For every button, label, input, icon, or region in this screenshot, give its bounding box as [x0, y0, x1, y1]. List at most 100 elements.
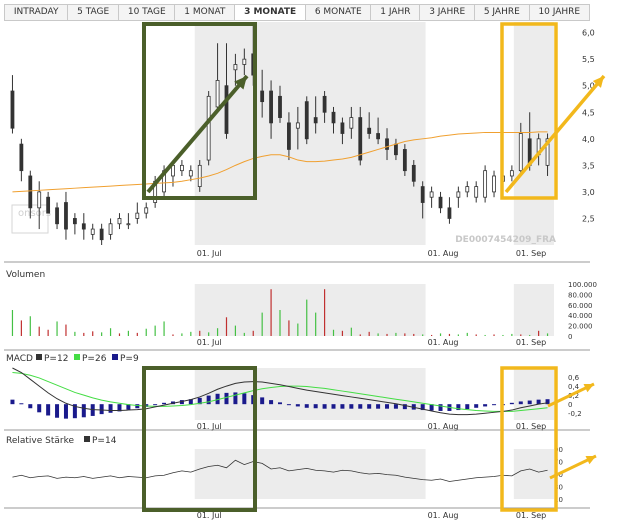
green-highlight-box — [142, 366, 257, 512]
candle-body — [188, 170, 193, 177]
macd-histogram-bar — [135, 404, 140, 409]
macd-x-tick: 01. Jul — [197, 422, 222, 431]
tab-10-tage[interactable]: 10 TAGE — [119, 5, 176, 20]
candle-body — [180, 164, 184, 172]
candle-body — [72, 218, 77, 225]
green-highlight-box — [142, 22, 257, 200]
macd-histogram-bar — [527, 400, 532, 405]
rsi-y-tick: 70 — [554, 459, 563, 467]
macd-histogram-bar — [509, 402, 514, 405]
price-x-tick: 01. Aug — [428, 249, 459, 258]
candle-body — [28, 175, 33, 209]
candle-body — [295, 122, 300, 129]
tab-5-tage[interactable]: 5 TAGE — [68, 5, 120, 20]
candle-body — [224, 85, 229, 134]
volume-title: Volumen — [6, 270, 45, 280]
rsi-title: Relative Stärke — [6, 436, 75, 446]
macd-histogram-bar — [340, 404, 345, 409]
candle-body — [117, 218, 122, 225]
price-x-tick: 01. Jul — [197, 249, 222, 258]
macd-histogram-bar — [28, 404, 33, 409]
macd-histogram-bar — [492, 404, 497, 406]
rsi-y-tick: 90 — [554, 446, 563, 454]
macd-histogram-bar — [304, 404, 309, 408]
candle-body — [81, 223, 86, 230]
macd-y-tick: 0 — [568, 401, 572, 409]
yellow-trend-arrow-head — [592, 76, 604, 88]
price-y-tick: 2,5 — [582, 214, 595, 223]
macd-histogram-bar — [474, 404, 479, 408]
tab-5-jahre[interactable]: 5 JAHRE — [475, 5, 530, 20]
volume-x-tick: 01. Jul — [197, 338, 222, 347]
tab-6-monate[interactable]: 6 MONATE — [306, 5, 372, 20]
candle-body — [340, 122, 345, 134]
candle-body — [456, 191, 461, 198]
macd-histogram-bar — [19, 403, 24, 405]
macd-histogram-bar — [438, 404, 443, 411]
candle-body — [37, 191, 42, 209]
candle-body — [46, 196, 51, 214]
price-y-tick: 4,0 — [582, 135, 595, 144]
macd-histogram-bar — [367, 404, 372, 409]
price-y-tick: 6,0 — [582, 29, 595, 38]
shaded-month-band — [513, 284, 554, 336]
macd-y-tick: -0,2 — [568, 410, 582, 418]
macd-histogram-bar — [322, 404, 327, 409]
tab-10-jahre[interactable]: 10 JAHRE — [538, 7, 581, 17]
yellow-macd-arrow-head — [583, 383, 594, 393]
candle-body — [447, 207, 452, 219]
rsi-y-tick: 30 — [554, 484, 563, 492]
shaded-month-band — [513, 368, 554, 420]
macd-signal-line — [12, 372, 548, 412]
candle-body — [358, 117, 363, 161]
macd-histogram-bar — [233, 392, 238, 405]
candle-body — [304, 101, 309, 140]
yellow-trend-arrow — [504, 74, 606, 194]
tab-intraday[interactable]: INTRADAY — [5, 5, 69, 20]
tab-3-jahre[interactable]: 3 JAHRE — [420, 5, 475, 20]
candle-body — [429, 191, 434, 198]
candle-body — [492, 175, 496, 193]
candle-body — [144, 207, 149, 214]
green-trend-arrow-head — [234, 76, 247, 90]
moving-average-line — [12, 131, 548, 193]
rsi-x-tick: 01. Sep — [516, 511, 546, 520]
green-trend-arrow — [146, 74, 249, 194]
macd-histogram-bar — [37, 404, 42, 413]
volume-y-tick: 100.000 — [568, 281, 597, 289]
candle-body — [269, 90, 273, 124]
rsi-y-tick: 10 — [554, 496, 563, 504]
rsi-x-tick: 01. Jul — [197, 511, 222, 520]
tab-1-monat[interactable]: 1 MONAT — [175, 5, 236, 20]
tab-1-jahr[interactable]: 1 JAHR — [371, 5, 421, 20]
macd-y-tick: 0,4 — [568, 383, 580, 391]
macd-histogram-bar — [429, 404, 434, 411]
macd-histogram-bar — [269, 400, 274, 405]
macd-histogram-bar — [393, 404, 398, 409]
volume-y-tick: 60.000 — [568, 302, 593, 310]
candle-body — [242, 58, 247, 65]
rsi-legend-swatch — [84, 436, 90, 442]
candle-body — [509, 170, 514, 177]
candle-body — [483, 170, 488, 198]
macd-histogram-bar — [376, 404, 381, 409]
volume-y-tick: 20.000 — [568, 323, 593, 331]
macd-histogram-bar — [260, 397, 265, 405]
macd-histogram-bar — [483, 404, 488, 407]
volume-y-tick: 40.000 — [568, 312, 593, 320]
tab-3-monate[interactable]: 3 MONATE — [235, 5, 306, 20]
macd-histogram-bar — [162, 402, 167, 405]
volume-x-tick: 01. Aug — [428, 338, 459, 347]
price-y-tick: 5,5 — [582, 55, 595, 64]
macd-line — [12, 367, 548, 416]
candle-body — [465, 186, 470, 193]
macd-histogram-bar — [63, 404, 68, 419]
candle-body — [64, 202, 68, 230]
yellow-rsi-arrow-head — [585, 455, 596, 465]
price-y-tick: 3,5 — [582, 161, 595, 170]
macd-histogram-bar — [46, 404, 51, 416]
macd-legend-label: P=26 — [82, 354, 107, 364]
yellow-highlight-box — [500, 366, 558, 512]
macd-histogram-bar — [313, 404, 318, 409]
candle-body — [55, 207, 59, 225]
